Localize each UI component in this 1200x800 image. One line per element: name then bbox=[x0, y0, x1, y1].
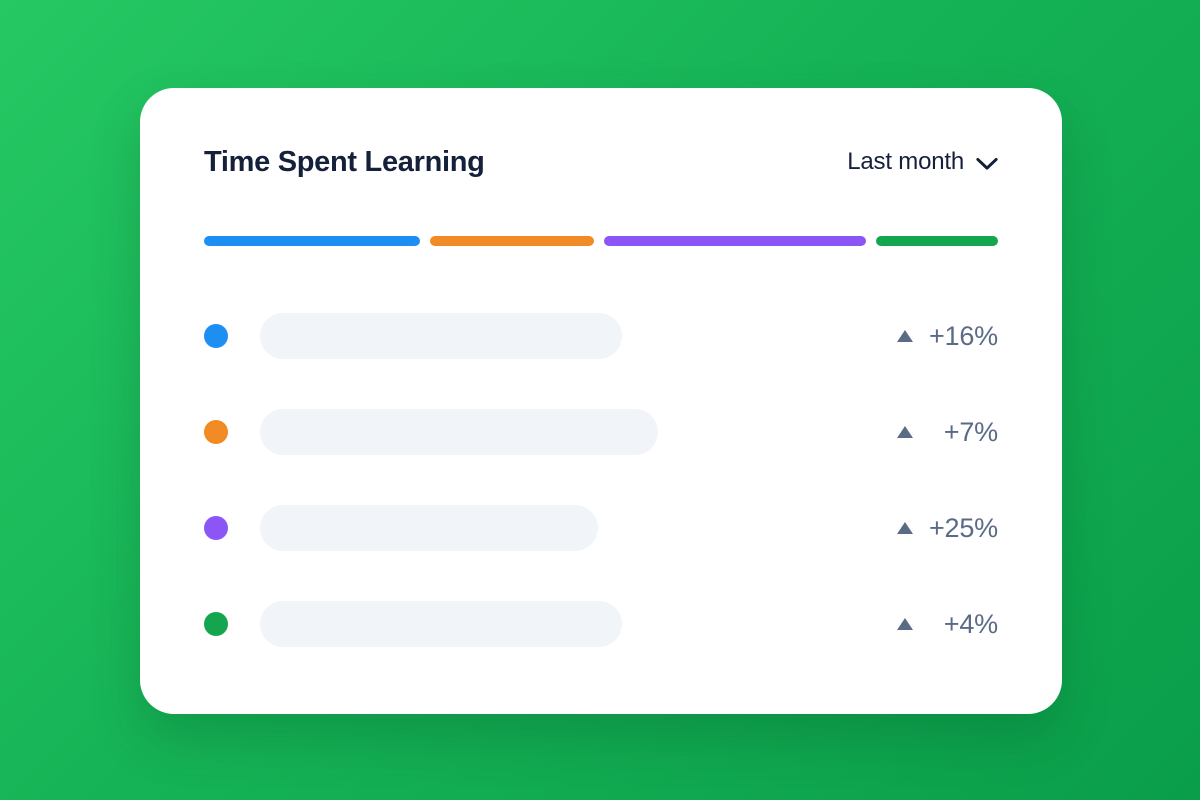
proportion-segment-2 bbox=[430, 236, 595, 246]
delta-value: +4% bbox=[943, 608, 998, 639]
legend-row-4: +4% bbox=[204, 601, 998, 647]
proportion-segment-3 bbox=[604, 236, 867, 246]
card-header: Time Spent Learning Last month bbox=[204, 140, 998, 184]
label-skeleton-pill bbox=[260, 313, 622, 359]
delta-group: +7% bbox=[897, 417, 998, 448]
legend-list: +16% +7% +25% bbox=[204, 313, 998, 647]
delta-group: +4% bbox=[897, 609, 998, 640]
proportion-bar bbox=[204, 236, 998, 246]
delta-group: +16% bbox=[897, 321, 998, 352]
page-title: Time Spent Learning bbox=[204, 145, 485, 178]
trend-up-icon bbox=[897, 618, 913, 630]
label-skeleton-pill bbox=[260, 601, 622, 647]
legend-row-2: +7% bbox=[204, 409, 998, 455]
period-dropdown-label: Last month bbox=[847, 148, 964, 175]
time-spent-learning-card: Time Spent Learning Last month bbox=[140, 88, 1062, 714]
trend-up-icon bbox=[897, 426, 913, 438]
proportion-segment-1 bbox=[204, 236, 421, 246]
delta-value: +16% bbox=[928, 320, 998, 351]
series-dot-green bbox=[204, 612, 228, 636]
label-skeleton-pill bbox=[260, 505, 598, 551]
trend-up-icon bbox=[897, 522, 913, 534]
legend-row-1: +16% bbox=[204, 313, 998, 359]
legend-row-3: +25% bbox=[204, 505, 998, 551]
period-dropdown[interactable]: Last month bbox=[847, 148, 998, 176]
delta-group: +25% bbox=[897, 513, 998, 544]
proportion-segment-4 bbox=[876, 236, 998, 246]
delta-value: +7% bbox=[943, 416, 998, 447]
series-dot-orange bbox=[204, 420, 228, 444]
series-dot-purple bbox=[204, 516, 228, 540]
chevron-down-icon bbox=[976, 157, 998, 171]
label-skeleton-pill bbox=[260, 409, 658, 455]
trend-up-icon bbox=[897, 330, 913, 342]
delta-value: +25% bbox=[928, 512, 998, 543]
series-dot-blue bbox=[204, 324, 228, 348]
